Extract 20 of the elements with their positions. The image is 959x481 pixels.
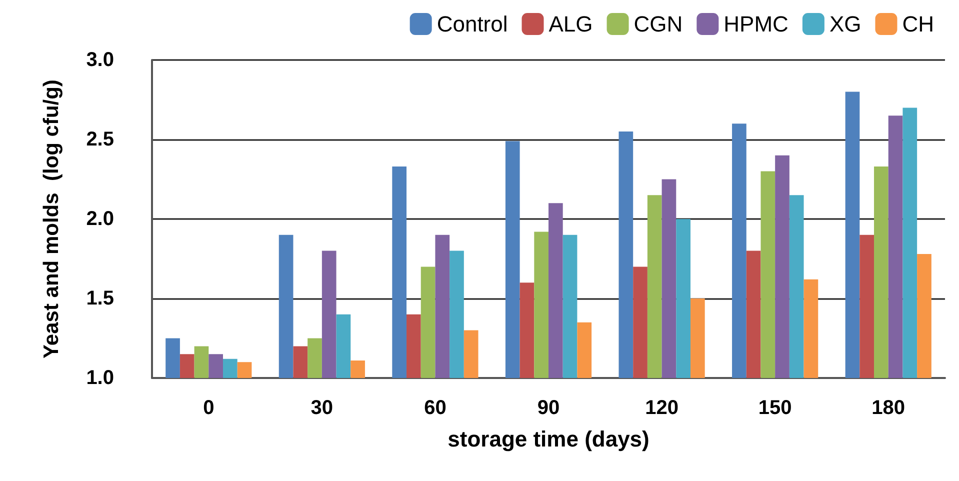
y-axis-title: Yeast and molds (log cfu/g): [40, 80, 63, 358]
y-tick-label: 3.0: [86, 49, 114, 71]
legend-label: Control: [436, 12, 508, 36]
y-tick-label: 2.0: [86, 208, 114, 230]
legend-label: CH: [902, 12, 934, 36]
legend-label: CGN: [634, 12, 683, 36]
y-tick-label: 1.0: [86, 367, 114, 389]
x-tick-label: 30: [310, 397, 334, 419]
x-axis-title: storage time (days): [448, 426, 650, 452]
x-tick-label: 0: [203, 397, 214, 419]
x-tick-label: 120: [645, 397, 678, 419]
x-tick-label: 180: [872, 397, 906, 419]
y-tick-label: 2.5: [86, 128, 114, 150]
x-tick-label: 90: [537, 397, 560, 419]
legend-label: XG: [829, 12, 862, 36]
x-tick-label: 60: [424, 397, 446, 419]
legend-label: HPMC: [724, 12, 789, 36]
legend-label: ALG: [548, 12, 593, 36]
y-tick-label: 1.5: [86, 288, 114, 310]
x-tick-label: 150: [758, 397, 792, 419]
